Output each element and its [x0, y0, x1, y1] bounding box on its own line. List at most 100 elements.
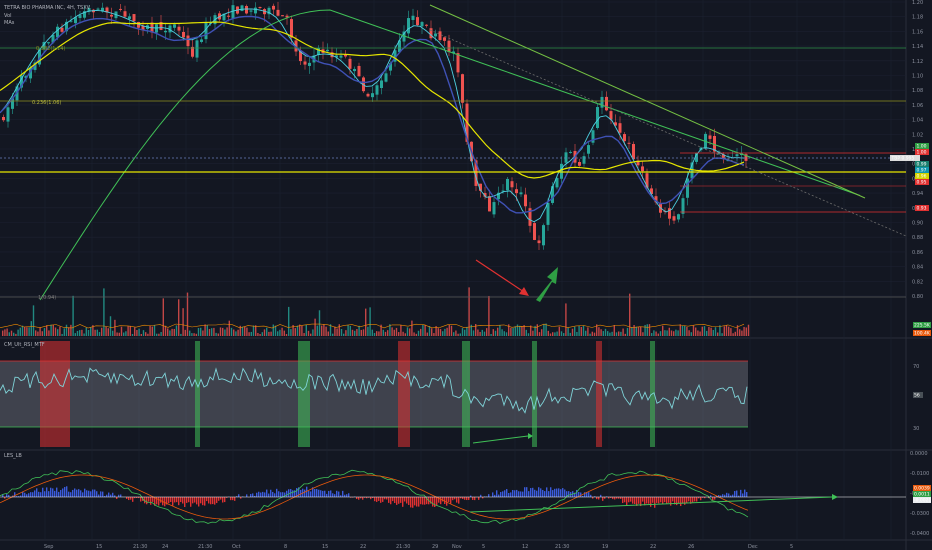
oscillator-bar [168, 497, 170, 504]
oscillator-bar [380, 497, 382, 503]
trendline-osc [469, 496, 833, 513]
volume-bar [411, 320, 413, 336]
fib-label-382: 0.382(1.14) [36, 46, 65, 52]
volume-bar [648, 324, 651, 336]
oscillator-bar [504, 490, 506, 497]
candle-body [614, 122, 617, 126]
volume-bar [435, 326, 437, 336]
candle-body [330, 52, 334, 58]
volume-bar [527, 333, 530, 336]
candle-body [204, 22, 208, 40]
volume-bar [613, 325, 615, 336]
volume-bar [558, 326, 560, 336]
candle-body [191, 46, 194, 57]
volume-bar [472, 330, 475, 336]
oscillator-bar [338, 491, 340, 497]
candle-body [141, 25, 145, 31]
oscillator-bar [74, 488, 76, 497]
oscillator-bar [574, 492, 576, 497]
oscillator-bar [274, 493, 276, 497]
candle-body [263, 9, 266, 15]
volume-bar [332, 333, 334, 336]
time-axis[interactable]: Sep 15 21:30 24 21:30 Oct 8 15 22 21:30 29 Nov 5 12 21… [44, 544, 793, 550]
candle-body [452, 51, 455, 54]
volume-bar [739, 329, 741, 336]
oscillator-bar [548, 491, 550, 497]
rsi-tag-label: 56 [914, 393, 920, 399]
volume-bar [35, 330, 37, 336]
oscillator-bar [414, 497, 416, 506]
volume-bar [453, 332, 455, 336]
volume-bar [191, 333, 193, 336]
oscillator-bar [118, 494, 120, 497]
vol-label[interactable]: Vol [4, 13, 11, 19]
oscillator-bar [128, 497, 130, 501]
volume-bar [376, 331, 378, 336]
oscillator-bar [464, 497, 466, 500]
oscillator-bar [210, 497, 212, 505]
volume-bar [565, 303, 567, 336]
volume-bar [598, 327, 600, 336]
volume-bar [156, 333, 158, 336]
oscillator-bar [42, 487, 44, 497]
volume-bar [160, 331, 162, 336]
candle-body [492, 202, 496, 215]
volume-bar [131, 333, 134, 336]
volume-bar [116, 332, 118, 336]
oscillator-bar [358, 497, 360, 500]
volume-bar [499, 325, 501, 336]
mas-label[interactable]: MAs [4, 20, 15, 26]
oscillator-bar [108, 492, 110, 497]
symbol-title[interactable]: TETRA BIO PHARMA INC, 4H, TSXV [3, 5, 91, 11]
volume-bar [336, 328, 338, 336]
oscillator-bar [36, 488, 38, 497]
oscillator-bar [474, 497, 476, 501]
volume-bar [162, 298, 164, 336]
time-tick-label: 19 [602, 544, 608, 550]
volume-bar [587, 327, 589, 336]
candle-body [501, 190, 505, 192]
rsi-title[interactable]: CM_Ult_RSI_MTF [4, 342, 45, 348]
volume-bar [697, 330, 699, 336]
candle-body [200, 39, 203, 42]
volume-bar [85, 327, 87, 336]
oscillator-bar [564, 489, 566, 497]
oscillator-bar [148, 497, 150, 502]
time-tick-label: 21:30 [555, 544, 569, 550]
volume-bar [283, 330, 285, 336]
candle-body [654, 196, 658, 203]
volume-bar [391, 327, 393, 336]
candle-body [510, 181, 514, 188]
candle-body [672, 216, 676, 221]
candle-body [564, 152, 568, 163]
lb-title[interactable]: LES_LB [4, 453, 22, 459]
oscillator-bar [270, 489, 272, 497]
volume-bar [593, 332, 596, 336]
volume-bar [266, 327, 268, 336]
candle-body [74, 17, 77, 24]
volume-bar [659, 331, 662, 336]
oscillator-bar [434, 497, 436, 508]
candle-body [47, 42, 50, 44]
volume-bar [252, 325, 255, 336]
volume-bar [318, 310, 321, 336]
oscillator-bar [660, 497, 662, 503]
candle-body [128, 16, 131, 19]
oscillator-bar [276, 488, 278, 497]
oscillator-bar [394, 497, 396, 504]
volume-bar [692, 325, 695, 336]
volume-bar [301, 325, 303, 336]
volume-bar [305, 324, 307, 336]
oscillator-bar [460, 497, 462, 499]
oscillator-bar [324, 490, 326, 497]
candle-body [591, 130, 595, 143]
volume-bar [615, 332, 618, 336]
oscillator-tag [913, 497, 931, 503]
oscillator-bar [404, 497, 406, 502]
oscillator-bar [334, 494, 336, 497]
volume-bar [26, 327, 28, 336]
oscillator-bar [180, 497, 182, 503]
oscillator-bar [344, 494, 346, 497]
candle-body [168, 25, 172, 33]
